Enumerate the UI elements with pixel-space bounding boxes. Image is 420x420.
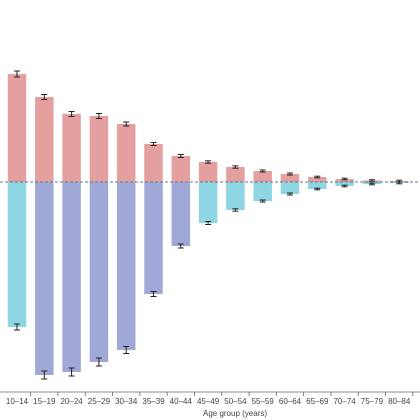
bar-lower-11 (308, 182, 327, 189)
error-bar-upper-6 (177, 154, 184, 158)
error-bar-lower-10 (287, 192, 293, 196)
error-bar-lower-13 (368, 182, 375, 186)
bar-lower-5 (144, 182, 163, 294)
bar-lower-8 (226, 182, 245, 210)
x-tick-label-11: 65–69 (306, 397, 329, 406)
bar-upper-5 (144, 144, 163, 182)
error-bar-lower-11 (314, 187, 321, 191)
x-tick-label-2: 20–24 (60, 397, 83, 406)
error-bar-lower-4 (123, 346, 130, 354)
bar-upper-12 (335, 179, 354, 182)
bar-lower-6 (171, 182, 191, 246)
x-tick-label-6: 40–44 (170, 397, 193, 406)
error-bar-lower-3 (95, 357, 102, 367)
upper-bars-group (7, 74, 409, 182)
x-tick-label-5: 35–39 (142, 397, 165, 406)
bar-upper-1 (35, 97, 54, 182)
bar-lower-12 (335, 182, 354, 186)
error-bar-lower-1 (41, 370, 48, 380)
lower-bars-group (7, 182, 409, 375)
bar-upper-8 (226, 167, 245, 182)
error-bar-lower-0 (14, 323, 20, 331)
error-bar-upper-12 (341, 177, 348, 181)
x-tick-label-14: 80–84 (388, 397, 411, 406)
error-bar-upper-11 (314, 175, 321, 179)
error-bar-upper-0 (14, 70, 20, 78)
x-tick-label-8: 50–54 (224, 397, 247, 406)
bar-upper-9 (253, 171, 272, 182)
bar-lower-4 (116, 182, 136, 350)
bar-lower-0 (7, 182, 27, 327)
x-axis-title: Age group (years) (203, 409, 267, 418)
error-bar-upper-7 (205, 160, 212, 164)
x-tick-label-10: 60–64 (279, 397, 302, 406)
x-tick-label-4: 30–34 (115, 397, 138, 406)
bar-upper-10 (280, 174, 300, 182)
error-bars-group (14, 70, 403, 380)
bar-upper-6 (171, 156, 191, 182)
error-bar-upper-3 (95, 113, 102, 119)
error-bar-lower-9 (259, 199, 266, 203)
bar-lower-1 (35, 182, 54, 375)
x-tick-label-9: 55–59 (252, 397, 275, 406)
error-bar-upper-4 (123, 121, 130, 127)
bar-upper-2 (62, 114, 81, 182)
error-bar-upper-2 (68, 111, 75, 117)
bar-lower-3 (89, 182, 109, 362)
bar-upper-7 (198, 162, 218, 182)
error-bar-upper-13 (368, 179, 375, 182)
x-tick-label-13: 75–79 (361, 397, 384, 406)
error-bar-upper-10 (287, 172, 293, 176)
x-tick-label-1: 15–19 (33, 397, 56, 406)
error-bar-upper-9 (259, 169, 266, 173)
bar-upper-4 (116, 124, 136, 182)
error-bar-lower-2 (68, 367, 75, 377)
x-tick-label-3: 25–29 (88, 397, 111, 406)
error-bar-lower-7 (205, 221, 212, 225)
error-bar-lower-12 (341, 184, 348, 188)
x-tick-label-12: 70–74 (333, 397, 356, 406)
bar-upper-3 (89, 116, 109, 182)
error-bar-upper-1 (41, 94, 48, 100)
bar-upper-11 (308, 177, 327, 182)
x-ticks-group: 10–14 15–19 20–24 25–29 30–34 35–39 40–44 45–49… (6, 392, 414, 406)
bar-lower-10 (280, 182, 300, 194)
error-bar-upper-5 (150, 142, 157, 146)
bar-upper-0 (7, 74, 27, 182)
error-bar-lower-6 (177, 243, 184, 249)
x-tick-label-0: 10–14 (6, 397, 29, 406)
bar-lower-9 (253, 182, 272, 201)
bar-lower-2 (62, 182, 81, 372)
error-bar-upper-8 (232, 165, 239, 169)
bar-lower-7 (198, 182, 218, 223)
x-tick-label-7: 45–49 (197, 397, 220, 406)
error-bar-lower-8 (232, 208, 239, 212)
error-bar-lower-5 (150, 291, 157, 297)
